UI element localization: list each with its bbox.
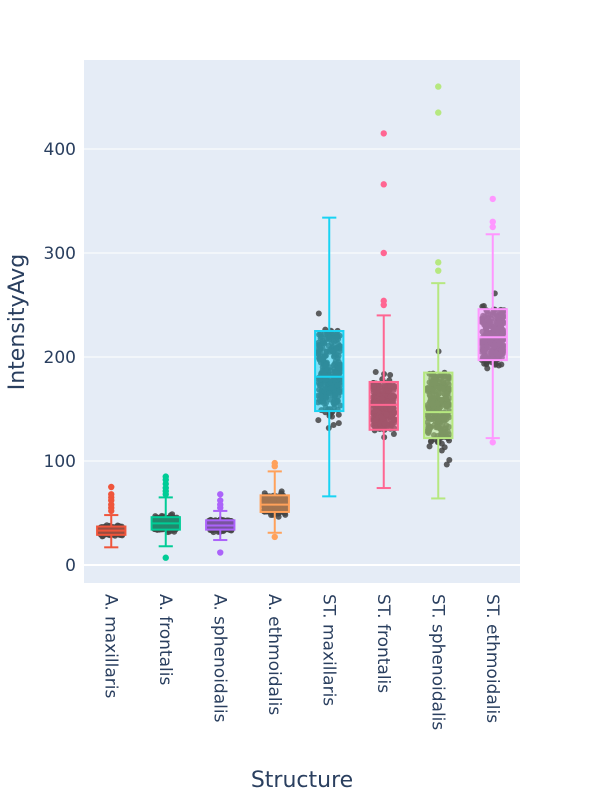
- outlier-point: [435, 109, 442, 116]
- iqr-box: [259, 494, 290, 513]
- y-tick-label-200: 200: [44, 348, 76, 368]
- y-tick-label-100: 100: [44, 452, 76, 472]
- x-tick-label: A. maxillaris: [100, 594, 120, 698]
- outlier-point: [271, 459, 278, 467]
- outlier-point: [162, 473, 169, 480]
- outlier-point: [108, 483, 115, 491]
- y-tick-label-400: 400: [44, 140, 76, 160]
- plot-background: [84, 60, 520, 583]
- outlier-point: [435, 267, 442, 274]
- sample-point: [426, 443, 433, 450]
- box-7: [423, 83, 454, 500]
- x-tick-label: ST. ethmoidalis: [482, 594, 502, 723]
- sample-point: [390, 431, 397, 438]
- box-8: [477, 195, 508, 446]
- y-tick-label-300: 300: [44, 244, 76, 264]
- y-tick-labels: 0 100 200 300 400: [44, 140, 76, 576]
- outlier-point: [108, 491, 115, 498]
- x-tick-label: A. frontalis: [155, 594, 175, 685]
- box-2: [150, 473, 181, 561]
- grid-lines: [84, 148, 520, 566]
- outlier-point: [217, 491, 224, 498]
- iqr-box: [314, 330, 345, 413]
- outlier-point: [435, 83, 442, 90]
- iqr-box: [477, 308, 508, 362]
- outlier-point: [217, 549, 224, 556]
- x-tick-label: ST. frontalis: [373, 594, 393, 693]
- outlier-point: [380, 181, 387, 188]
- sample-point: [443, 461, 450, 468]
- x-tick-labels: A. maxillaris A. frontalis A. sphenoidalis…: [100, 594, 502, 730]
- sample-point: [483, 361, 490, 368]
- x-tick-label: A. ethmoidalis: [264, 594, 284, 715]
- outlier-point: [489, 439, 496, 446]
- outlier-point: [489, 195, 496, 203]
- outlier-point: [380, 249, 387, 257]
- x-axis-title: Structure: [251, 768, 353, 793]
- iqr-box: [423, 371, 454, 440]
- sample-point: [315, 310, 322, 317]
- outlier-point: [217, 497, 224, 504]
- sample-point: [446, 456, 453, 463]
- sample-point: [372, 368, 379, 375]
- sample-point: [498, 361, 505, 368]
- y-tick-label-0: 0: [65, 556, 76, 576]
- sample-point: [427, 438, 434, 445]
- outlier-point: [435, 259, 442, 266]
- sample-point: [387, 371, 394, 378]
- outlier-point: [380, 297, 387, 305]
- outlier-point: [489, 223, 496, 231]
- box-4: [259, 459, 290, 541]
- outlier-point: [271, 533, 278, 541]
- x-tick-label: ST. maxillaris: [318, 594, 338, 706]
- outlier-point: [380, 130, 387, 137]
- box-series: [96, 83, 508, 561]
- outlier-point: [162, 554, 169, 561]
- sample-point: [335, 420, 342, 427]
- iqr-box: [368, 380, 399, 431]
- x-tick-label: ST. sphenoidalis: [427, 594, 447, 730]
- sample-point: [335, 411, 342, 418]
- x-tick-label: A. sphenoidalis: [209, 594, 229, 723]
- box-5: [314, 216, 345, 498]
- box-1: [96, 483, 127, 549]
- box-6: [368, 130, 399, 490]
- sample-point: [479, 303, 486, 310]
- sample-point: [315, 417, 322, 424]
- sample-point: [438, 447, 445, 454]
- sample-point: [330, 422, 337, 429]
- box-3: [205, 491, 236, 556]
- y-axis-title: IntensityAvg: [5, 254, 30, 391]
- outlier-point: [489, 218, 496, 225]
